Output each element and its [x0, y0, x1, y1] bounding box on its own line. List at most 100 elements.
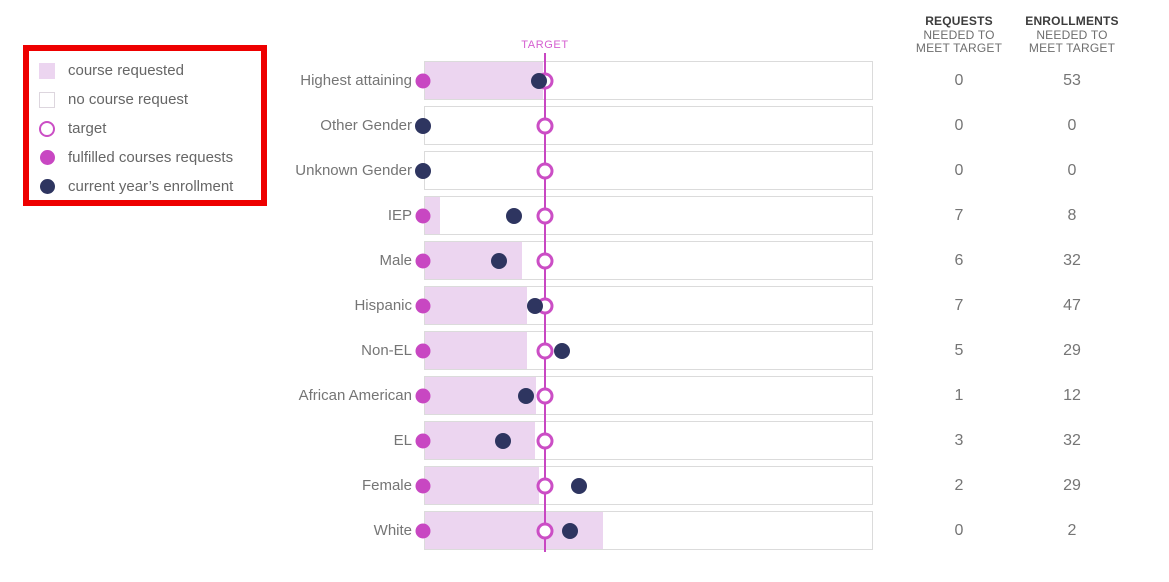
legend-item-label: no course request [68, 91, 189, 108]
row-track [415, 241, 873, 280]
fulfilled-requests-dot [415, 73, 431, 88]
enrollment-dot [490, 252, 507, 269]
row-track [415, 511, 873, 550]
row-track [415, 106, 873, 145]
row-label: African American [298, 387, 412, 404]
fulfilled-requests-dot [415, 253, 431, 268]
row-track [415, 196, 873, 235]
course-requested-bar [425, 332, 528, 369]
row-label: Hispanic [354, 297, 412, 314]
row-track [415, 286, 873, 325]
requests-header-line3: MEET TARGET [915, 41, 1003, 55]
row-label: Male [379, 252, 412, 269]
enrollment-dot [415, 162, 431, 179]
fulfilled-requests-dot [415, 343, 431, 358]
legend-item-label: target [68, 120, 107, 137]
target-marker-icon [536, 117, 554, 134]
row-track [415, 151, 873, 190]
enrollment-dot [505, 207, 522, 224]
enrollments-needed-value: 29 [1063, 342, 1081, 359]
requests-column-header: REQUESTS NEEDED TO MEET TARGET [884, 14, 1034, 56]
fulfilled-requests-dot [415, 478, 431, 493]
course-requested-bar [425, 242, 523, 279]
row-track [415, 61, 873, 100]
row-track [415, 331, 873, 370]
course-requested-bar [425, 62, 543, 99]
target-marker-icon [536, 162, 554, 179]
enrollments-header-line1: ENROLLMENTS [1025, 14, 1119, 28]
row-label: EL [393, 432, 412, 449]
legend-item: target [39, 114, 261, 143]
legend-item-label: fulfilled courses requests [68, 149, 234, 166]
legend-highlight-box: course requested no course request targe… [23, 45, 267, 206]
enrollments-needed-value: 8 [1067, 207, 1077, 224]
row-label: Other Gender [320, 117, 412, 134]
legend-marker-icon [39, 91, 55, 108]
enrollment-dot [562, 522, 579, 539]
enrollment-dot [518, 387, 535, 404]
enrollments-needed-value: 32 [1063, 432, 1081, 449]
course-requested-bar [425, 377, 537, 414]
target-label: TARGET [521, 39, 569, 51]
course-requested-bar [425, 287, 528, 324]
row-label: Female [361, 477, 412, 494]
enrollments-needed-value: 32 [1063, 252, 1081, 269]
row-label: IEP [387, 207, 412, 224]
enrollments-header-line2: NEEDED TO [1036, 27, 1108, 42]
enrollment-dot [531, 72, 548, 89]
course-requested-bar [425, 422, 536, 459]
requests-needed-value: 7 [954, 207, 964, 224]
enrollments-needed-value: 53 [1063, 72, 1081, 89]
enrollments-needed-value: 0 [1067, 117, 1077, 134]
fulfilled-requests-dot [415, 298, 431, 313]
enrollment-dot [415, 117, 431, 134]
enrollments-needed-value: 12 [1063, 387, 1081, 404]
requests-needed-value: 5 [954, 342, 964, 359]
legend-marker-icon [39, 62, 55, 79]
requests-needed-value: 3 [954, 432, 964, 449]
enrollment-dot [494, 432, 511, 449]
requests-needed-value: 2 [954, 477, 964, 494]
enrollment-dot [554, 342, 571, 359]
row-track [415, 466, 873, 505]
requests-needed-value: 0 [954, 117, 964, 134]
target-marker-icon [536, 207, 554, 224]
legend-item-label: current year’s enrollment [68, 178, 234, 195]
requests-header-line2: NEEDED TO [923, 27, 995, 42]
enrollments-needed-value: 29 [1063, 477, 1081, 494]
fulfilled-requests-dot [415, 208, 431, 223]
enrollments-column-header: ENROLLMENTS NEEDED TO MEET TARGET [997, 14, 1147, 56]
legend-marker-icon [40, 150, 55, 165]
requests-needed-value: 7 [954, 297, 964, 314]
legend-item: fulfilled courses requests [39, 143, 261, 172]
requests-needed-value: 1 [954, 387, 964, 404]
enrollments-needed-value: 47 [1063, 297, 1081, 314]
course-requested-bar [425, 197, 440, 234]
row-label: White [373, 522, 412, 539]
legend-marker-icon [39, 120, 55, 137]
target-marker-icon [536, 387, 554, 404]
fulfilled-requests-dot [415, 433, 431, 448]
requests-needed-value: 0 [954, 162, 964, 179]
requests-needed-value: 6 [954, 252, 964, 269]
row-label: Unknown Gender [295, 162, 412, 179]
enrollments-header-line3: MEET TARGET [1028, 41, 1116, 55]
requests-needed-value: 0 [954, 72, 964, 89]
target-marker-icon [536, 252, 554, 269]
fulfilled-requests-dot [415, 388, 431, 403]
target-marker-icon [536, 522, 554, 539]
enrollment-dot [571, 477, 588, 494]
legend-item: course requested [39, 56, 261, 85]
target-marker-icon [536, 342, 554, 359]
requests-header-line1: REQUESTS [925, 14, 993, 28]
row-label: Highest attaining [300, 72, 412, 89]
legend: course requested no course request targe… [39, 56, 261, 201]
legend-item: no course request [39, 85, 261, 114]
fulfilled-requests-dot [415, 523, 431, 538]
enrollment-dot [527, 297, 544, 314]
enrollments-needed-value: 2 [1067, 522, 1077, 539]
course-requested-bar [425, 467, 540, 504]
enrollments-needed-value: 0 [1067, 162, 1077, 179]
requests-needed-value: 0 [954, 522, 964, 539]
row-track [415, 421, 873, 460]
